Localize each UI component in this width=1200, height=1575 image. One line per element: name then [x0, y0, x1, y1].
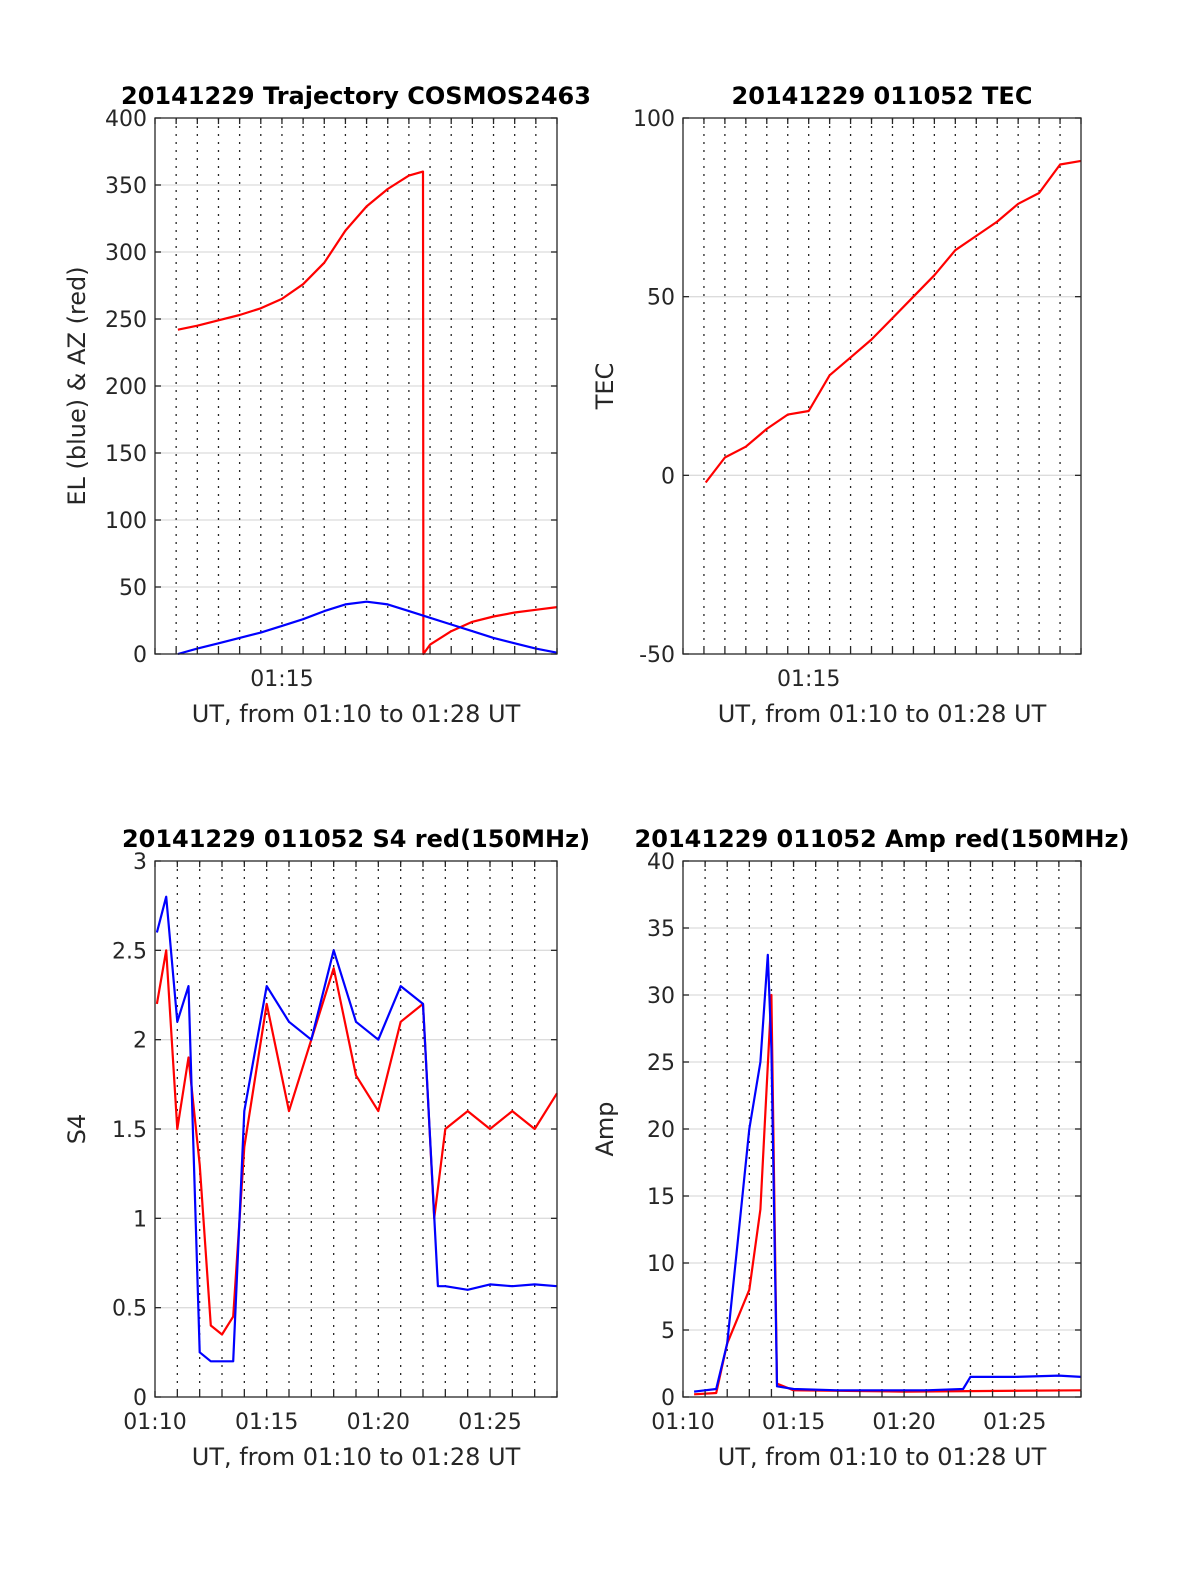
x-tick-label: 01:10: [123, 1410, 186, 1435]
series-line-0: [704, 159, 1082, 484]
x-axis-label: UT, from 01:10 to 01:28 UT: [718, 1443, 1047, 1471]
y-tick-label: 2: [133, 1029, 147, 1054]
y-tick-label: 5: [661, 1319, 675, 1344]
trajectory-panel: 0 50 100 150 200 250 300 350 400 01:15 20141229 Tr…: [63, 82, 591, 728]
y-tick-label: 400: [105, 107, 147, 132]
y-tick-label: 40: [647, 850, 675, 875]
x-tick-label: 01:10: [651, 1410, 714, 1435]
x-axis-label: UT, from 01:10 to 01:28 UT: [192, 700, 521, 728]
y-tick-label: 300: [105, 241, 147, 266]
y-tick-label: 15: [647, 1185, 675, 1210]
x-tick-label: 01:15: [762, 1410, 825, 1435]
y-tick-label: 0: [661, 1386, 675, 1411]
tec-panel: -50 0 50 100 01:15 20141229 011052 TEC UT, fro…: [591, 82, 1082, 728]
x-tick-label: 01:15: [235, 1410, 298, 1435]
x-axis-label: UT, from 01:10 to 01:28 UT: [718, 700, 1047, 728]
y-tick-label: 50: [119, 576, 147, 601]
y-tick-label: 50: [647, 286, 675, 311]
y-tick-label: 25: [647, 1051, 675, 1076]
axes-frame: [682, 117, 1082, 655]
x-axis-label: UT, from 01:10 to 01:28 UT: [192, 1443, 521, 1471]
y-axis-label: TEC: [591, 363, 619, 411]
y-tick-label: 0: [133, 643, 147, 668]
x-tick-label: 01:20: [347, 1410, 410, 1435]
y-tick-label: 1.5: [112, 1118, 147, 1143]
x-tick-label: 01:25: [983, 1410, 1046, 1435]
y-tick-label: 0.5: [112, 1297, 147, 1322]
y-tick-label: 100: [105, 509, 147, 534]
series-line-1: [177, 600, 558, 656]
y-axis-label: EL (blue) & AZ (red): [63, 266, 91, 505]
y-tick-label: 10: [647, 1252, 675, 1277]
x-tick-label: 01:20: [872, 1410, 935, 1435]
y-tick-label: -50: [639, 643, 675, 668]
series-line-0: [177, 170, 558, 656]
x-tick-label: 01:15: [777, 667, 840, 692]
series-line-0: [694, 993, 1082, 1396]
y-axis-label: Amp: [591, 1101, 619, 1156]
y-tick-label: 0: [661, 464, 675, 489]
series-line-1: [693, 953, 1082, 1393]
y-tick-label: 200: [105, 375, 147, 400]
chart-title: 20141229 011052 S4 red(150MHz): [122, 825, 590, 853]
s4-panel: 0 0.5 1 1.5 2 2.5 3 01:10 01:15 01:20 01:25 2014122…: [63, 825, 590, 1471]
chart-title: 20141229 011052 Amp red(150MHz): [635, 825, 1130, 853]
y-tick-label: 0: [133, 1386, 147, 1411]
amp-panel: 0 5 10 15 20 25 30 35 40 01:10 01:15 01:20 01:25 2014…: [591, 825, 1129, 1471]
series-line-1: [155, 895, 558, 1363]
x-tick-label: 01:15: [250, 667, 313, 692]
y-tick-label: 350: [105, 174, 147, 199]
x-tick-label: 01:25: [458, 1410, 521, 1435]
y-tick-label: 1: [133, 1207, 147, 1232]
y-tick-label: 100: [633, 107, 675, 132]
chart-title: 20141229 011052 TEC: [732, 82, 1033, 110]
y-tick-label: 30: [647, 984, 675, 1009]
y-tick-label: 2.5: [112, 939, 147, 964]
series-line-0: [155, 949, 558, 1336]
y-axis-label: S4: [63, 1114, 91, 1145]
y-tick-label: 3: [133, 850, 147, 875]
y-tick-label: 35: [647, 917, 675, 942]
chart-title: 20141229 Trajectory COSMOS2463: [121, 82, 591, 110]
y-tick-label: 20: [647, 1118, 675, 1143]
y-tick-label: 150: [105, 442, 147, 467]
y-tick-label: 250: [105, 308, 147, 333]
